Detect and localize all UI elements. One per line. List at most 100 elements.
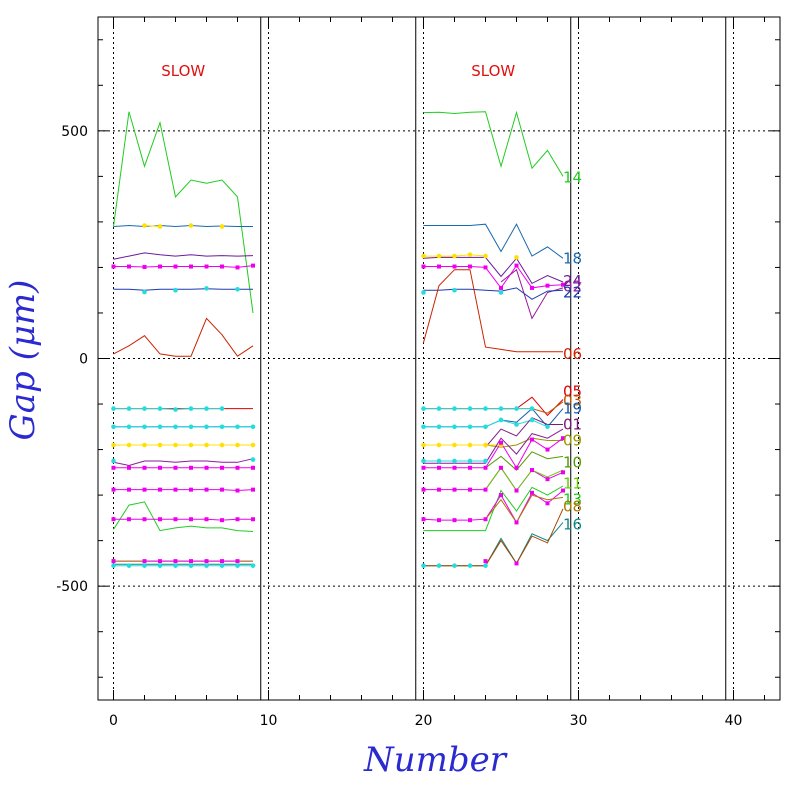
data-point [468,465,472,470]
data-point [219,224,225,229]
x-tick-label: 0 [109,713,118,729]
series-label: 19 [563,400,582,418]
series-line [485,466,564,492]
series-line [485,451,564,471]
series-label: 06 [563,345,582,363]
data-point [561,488,565,493]
data-point [468,518,472,523]
data-point [235,563,240,568]
data-point [452,287,457,293]
data-point [158,487,162,492]
data-point [158,264,162,269]
data-point [188,406,194,411]
data-point [251,487,255,492]
data-point [436,406,442,411]
data-point [452,518,457,523]
data-point [467,252,473,257]
data-point [498,406,504,411]
data-point [436,458,442,464]
data-point [514,561,519,566]
slow-annotation: SLOW [161,62,205,80]
x-tick-label: 40 [725,713,743,729]
series-label: 14 [563,168,582,186]
data-point [437,518,441,523]
data-point [561,470,565,475]
data-point [529,406,535,411]
series-line [423,269,563,353]
data-point [173,487,178,492]
data-point [452,465,457,470]
series-label: 03 [563,391,582,409]
data-point [173,264,178,269]
data-point [157,424,163,430]
data-point [127,465,131,470]
series-line [423,428,564,464]
data-point [421,290,426,295]
data-point [437,465,441,470]
marker-layer [111,223,565,568]
y-tick-label: -500 [56,579,88,595]
data-point [499,493,503,498]
series-line [144,225,161,227]
data-point [452,406,457,411]
data-point [514,520,519,525]
series-line [423,287,564,300]
data-point [235,424,240,430]
series-label: 10 [563,453,582,471]
data-point [467,406,473,411]
data-point [467,563,473,568]
data-point [468,264,472,269]
y-tick-label: 500 [61,124,88,140]
data-point [514,465,519,470]
x-tick-label: 10 [260,713,278,729]
series-label: 18 [563,249,582,267]
data-point [235,442,240,448]
series-line [423,508,564,567]
data-point [514,488,519,493]
data-point [483,487,488,492]
data-point [499,465,503,470]
data-point [514,422,519,427]
data-point [421,264,426,269]
series-line [113,288,253,291]
data-point [158,517,162,522]
data-point [235,559,240,564]
data-point [436,424,442,430]
data-point [219,424,225,430]
data-point [189,264,193,269]
data-point [142,223,147,228]
data-point [421,487,426,492]
data-point [530,285,534,290]
data-point [173,517,178,522]
data-point [483,424,488,430]
data-point [545,283,550,288]
data-point [204,442,209,448]
data-point [204,286,209,291]
data-point [142,465,147,470]
data-point [204,559,209,564]
series-label: 11 [563,475,582,493]
data-point [219,406,225,411]
data-point [111,465,116,470]
data-point [530,490,534,495]
series-line [113,458,254,467]
data-point [467,424,473,430]
data-point [250,442,256,448]
data-point [142,442,147,448]
data-point [189,559,193,564]
series-line [113,408,222,411]
data-point [189,487,193,492]
data-point [127,487,131,492]
x-tick-label: 30 [570,713,588,729]
data-point [483,517,488,522]
data-point [235,488,240,493]
data-point [530,437,534,442]
data-point [483,559,488,564]
series-line [113,317,254,357]
data-point [251,465,255,470]
data-point [220,559,224,564]
data-point [111,559,116,564]
